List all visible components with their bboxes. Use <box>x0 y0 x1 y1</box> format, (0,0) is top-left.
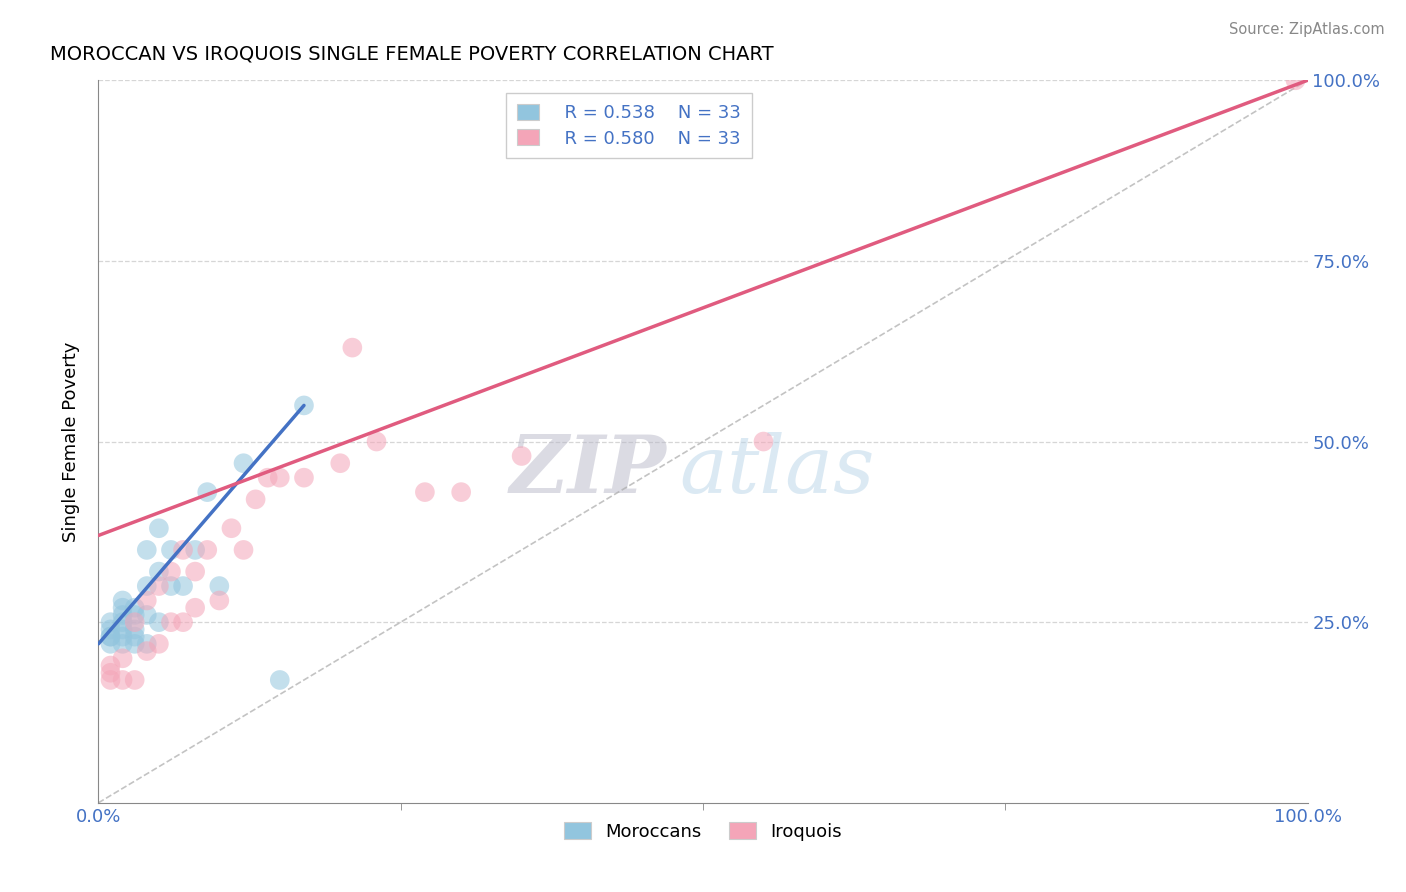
Legend: Moroccans, Iroquois: Moroccans, Iroquois <box>557 815 849 848</box>
Point <box>160 542 183 557</box>
Y-axis label: Single Female Poverty: Single Female Poverty <box>62 342 80 541</box>
Point <box>124 600 146 615</box>
Point <box>256 470 278 484</box>
Point <box>160 565 183 579</box>
Point <box>148 615 170 630</box>
Point <box>329 456 352 470</box>
Point <box>450 485 472 500</box>
Point <box>100 623 122 637</box>
Point <box>172 615 194 630</box>
Point <box>124 623 146 637</box>
Point <box>100 658 122 673</box>
Point <box>111 600 134 615</box>
Point <box>160 579 183 593</box>
Point <box>413 485 436 500</box>
Point <box>124 673 146 687</box>
Point <box>245 492 267 507</box>
Point <box>184 600 207 615</box>
Point <box>135 644 157 658</box>
Point <box>135 637 157 651</box>
Text: ZIP: ZIP <box>510 432 666 509</box>
Point <box>100 630 122 644</box>
Point <box>366 434 388 449</box>
Point <box>148 579 170 593</box>
Point <box>148 637 170 651</box>
Point <box>111 637 134 651</box>
Point <box>100 630 122 644</box>
Text: Source: ZipAtlas.com: Source: ZipAtlas.com <box>1229 22 1385 37</box>
Point <box>160 615 183 630</box>
Point <box>269 470 291 484</box>
Point <box>292 470 315 484</box>
Point <box>510 449 533 463</box>
Point <box>148 565 170 579</box>
Point <box>124 630 146 644</box>
Point <box>111 651 134 665</box>
Point <box>111 623 134 637</box>
Point <box>124 637 146 651</box>
Point <box>135 542 157 557</box>
Point <box>100 665 122 680</box>
Point <box>135 593 157 607</box>
Point <box>195 485 218 500</box>
Point <box>100 615 122 630</box>
Point <box>111 673 134 687</box>
Point <box>172 579 194 593</box>
Point <box>111 615 134 630</box>
Point <box>100 673 122 687</box>
Point <box>148 521 170 535</box>
Point <box>342 341 364 355</box>
Point <box>124 607 146 622</box>
Point <box>111 630 134 644</box>
Point <box>1284 73 1306 87</box>
Point <box>208 593 231 607</box>
Point <box>208 579 231 593</box>
Point <box>135 579 157 593</box>
Point <box>232 542 254 557</box>
Point <box>124 615 146 630</box>
Point <box>752 434 775 449</box>
Point <box>232 456 254 470</box>
Point <box>184 565 207 579</box>
Point <box>111 593 134 607</box>
Point <box>184 542 207 557</box>
Text: atlas: atlas <box>679 432 875 509</box>
Point <box>111 607 134 622</box>
Text: MOROCCAN VS IROQUOIS SINGLE FEMALE POVERTY CORRELATION CHART: MOROCCAN VS IROQUOIS SINGLE FEMALE POVER… <box>51 45 773 63</box>
Point <box>292 398 315 412</box>
Point <box>172 542 194 557</box>
Point <box>195 542 218 557</box>
Point <box>221 521 243 535</box>
Point <box>269 673 291 687</box>
Point <box>100 637 122 651</box>
Point <box>135 607 157 622</box>
